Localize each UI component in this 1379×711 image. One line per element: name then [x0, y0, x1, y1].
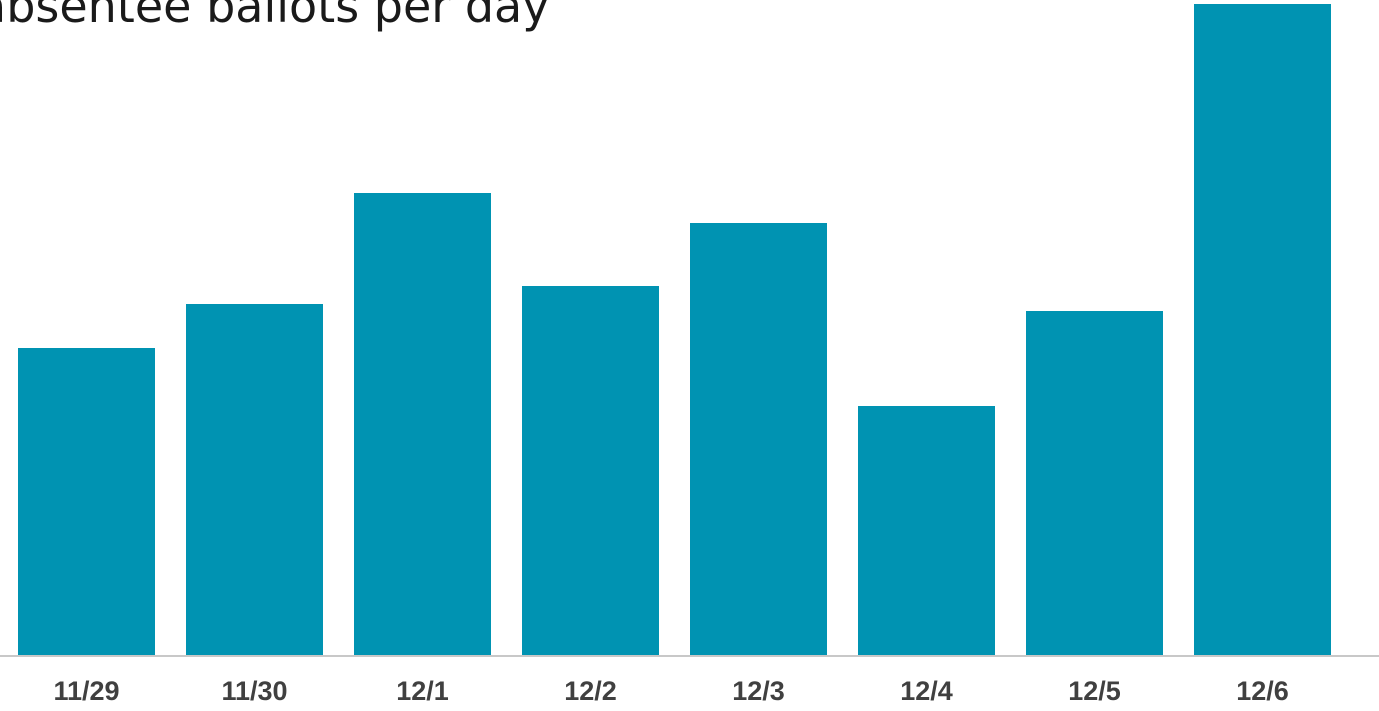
bar-12-5 — [1026, 311, 1163, 656]
bar-12-3 — [690, 223, 827, 656]
bar-12-6 — [1194, 4, 1331, 656]
x-tick-label-11-30: 11/30 — [221, 676, 287, 706]
x-tick-label-11-29: 11/29 — [53, 676, 119, 706]
x-tick-label-12-6: 12/6 — [1236, 676, 1289, 706]
bar-11-29 — [18, 348, 155, 656]
bar-12-2 — [522, 286, 659, 656]
bar-12-1 — [354, 193, 491, 656]
x-tick-label-12-3: 12/3 — [732, 676, 785, 706]
bars-group — [18, 4, 1331, 656]
x-tick-label-12-4: 12/4 — [900, 676, 953, 706]
bar-11-30 — [186, 304, 323, 656]
x-tick-label-12-1: 12/1 — [396, 676, 449, 706]
x-tick-labels: 11/29 11/30 12/1 12/2 12/3 12/4 12/5 12/6 — [53, 676, 1288, 706]
chart-title: absentee ballots per day — [0, 0, 549, 33]
bar-12-4 — [858, 406, 995, 656]
x-tick-label-12-5: 12/5 — [1068, 676, 1121, 706]
x-tick-label-12-2: 12/2 — [564, 676, 617, 706]
